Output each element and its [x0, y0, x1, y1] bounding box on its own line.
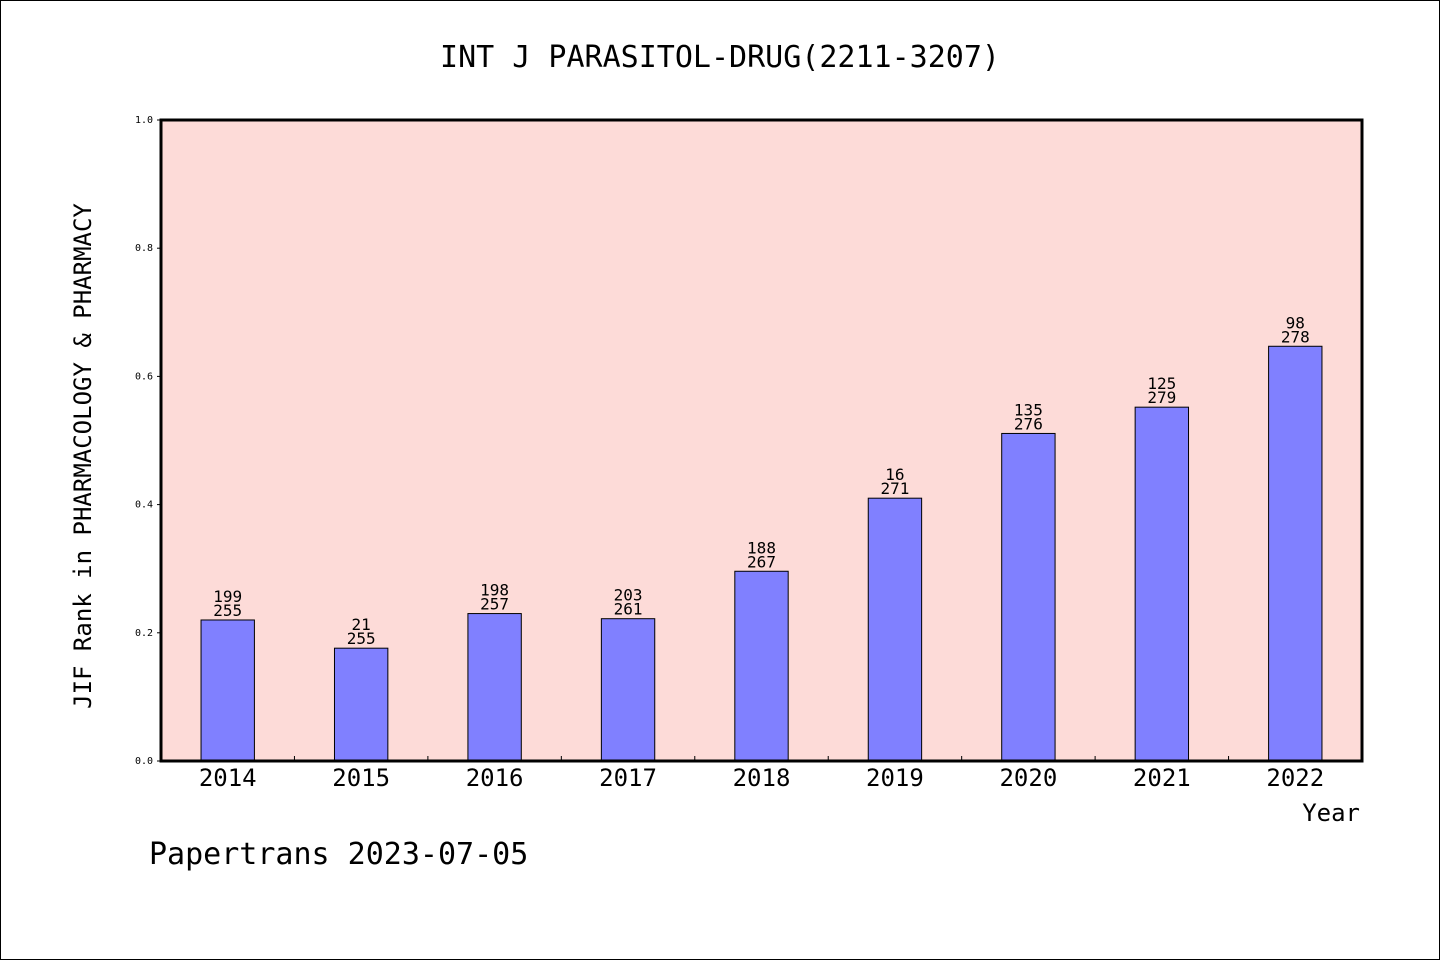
bar-label-total: 261 [614, 600, 643, 619]
footer-text: Papertrans 2023-07-05 [149, 837, 528, 872]
y-tick-label: 0.8 [135, 243, 153, 254]
bar-label-rank: 125 [1147, 374, 1176, 393]
bar-2022 [1268, 345, 1323, 762]
bar-label-rank: 16 [885, 465, 904, 484]
bar-label-total: 276 [1014, 414, 1043, 433]
bar-label-total: 278 [1281, 327, 1310, 346]
chart-title: INT J PARASITOL-DRUG(2211-3207) [440, 40, 1000, 75]
y-axis-label: JIF Rank in PHARMACOLOGY & PHARMACY [69, 203, 97, 709]
bar-2017 [600, 618, 656, 762]
bar-label-total: 271 [880, 479, 909, 498]
bar-label-total: 255 [213, 601, 242, 620]
bar-label-rank: 198 [480, 581, 509, 600]
bar-2020 [1001, 432, 1056, 762]
bar-2014 [200, 619, 255, 762]
x-axis: 2014 2015 2016 2017 2018 2019 2020 2021 2022 [199, 756, 1324, 792]
x-tick-label: 2021 [1133, 764, 1191, 792]
bar-label-total: 257 [480, 595, 509, 614]
x-tick-label: 2017 [599, 764, 657, 792]
x-tick-label: 2014 [199, 764, 257, 792]
bar-label-rank: 199 [213, 587, 242, 606]
x-tick-label: 2022 [1266, 764, 1324, 792]
y-axis: 0.0 0.2 0.4 0.6 0.8 1.0 [135, 115, 161, 767]
x-axis-label: Year [1302, 799, 1360, 827]
x-tick-label: 2020 [999, 764, 1057, 792]
bar-label-rank: 135 [1014, 400, 1043, 419]
bar-label-total: 255 [347, 629, 376, 648]
x-tick-label: 2019 [866, 764, 924, 792]
bar-label-total: 267 [747, 552, 776, 571]
y-tick-label: 0.2 [135, 628, 153, 639]
bar-label-rank: 188 [747, 538, 776, 557]
y-tick-label: 1.0 [135, 115, 153, 126]
y-tick-label: 0.0 [135, 756, 153, 767]
bars-group [200, 345, 1323, 762]
plot-border [159, 118, 1364, 763]
bar-2016 [467, 613, 522, 762]
y-tick-label: 0.6 [135, 371, 153, 382]
y-tick-label: 0.4 [135, 500, 153, 511]
bar-2015 [333, 647, 389, 762]
bar-2019 [867, 497, 923, 762]
bar-2018 [734, 570, 789, 762]
x-tick-label: 2018 [733, 764, 791, 792]
x-tick-label: 2016 [466, 764, 524, 792]
bar-label-rank: 21 [352, 615, 371, 634]
x-tick-label: 2015 [332, 764, 390, 792]
bar-2021 [1134, 406, 1190, 762]
bar-label-rank: 203 [614, 586, 643, 605]
bar-label-total: 279 [1147, 388, 1176, 407]
bar-label-rank: 98 [1286, 313, 1305, 332]
